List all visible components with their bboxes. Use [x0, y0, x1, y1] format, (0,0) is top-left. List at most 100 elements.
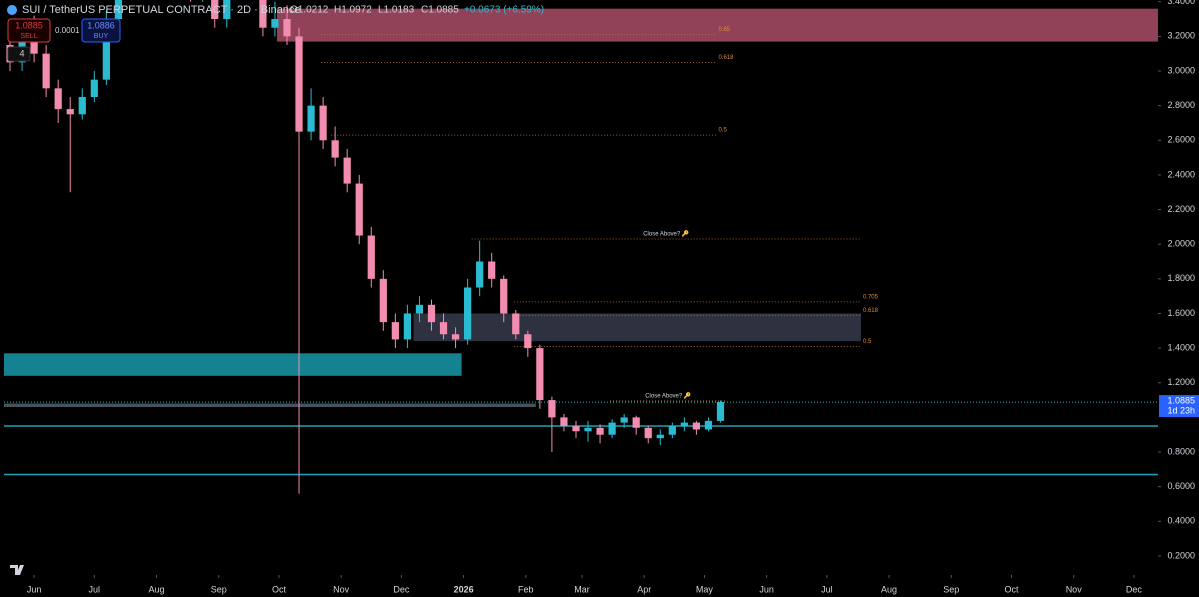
candle-body — [463, 287, 472, 340]
sell-label: SELL — [20, 33, 37, 40]
logo — [10, 565, 24, 575]
y-tick-label: 2.6000 — [1167, 135, 1195, 145]
x-tick-label: Aug — [881, 584, 897, 594]
candle-body — [30, 36, 38, 54]
price-badge-label: 1.0885 — [1167, 395, 1195, 405]
ohlc-change: +0.0673 (+6.59%) — [464, 5, 544, 16]
x-tick-label: Dec — [1126, 584, 1143, 594]
candle-body — [319, 105, 327, 141]
ohlc-low: L1.0183 — [378, 5, 415, 16]
y-tick-label: 0.6000 — [1167, 481, 1195, 491]
level-label: 0.618 — [718, 55, 734, 61]
ohlc-open: O1.0212 — [290, 5, 329, 16]
y-tick-label: 0.8000 — [1167, 446, 1195, 456]
candle-body — [295, 36, 303, 132]
candle-body — [500, 278, 508, 314]
y-tick-label: 1.4000 — [1167, 342, 1195, 352]
sell-button[interactable] — [7, 18, 51, 43]
x-tick-label: Oct — [1004, 584, 1019, 594]
y-tick-label: 1.6000 — [1167, 308, 1195, 318]
y-tick-label: 3.0000 — [1167, 65, 1195, 75]
candle-body — [343, 157, 351, 184]
ohlc-high: H1.0972 — [334, 5, 372, 16]
x-tick-label: Jul — [821, 584, 833, 594]
buy-label: BUY — [94, 33, 109, 40]
y-tick-label: 3.2000 — [1167, 31, 1195, 41]
zone — [413, 313, 861, 342]
candle-body — [427, 304, 436, 323]
candle-body — [680, 422, 688, 427]
y-tick-label: 3.4000 — [1167, 0, 1195, 6]
y-tick-label: 2.4000 — [1167, 169, 1195, 179]
x-tick-label: Feb — [518, 584, 534, 594]
x-tick-label: Apr — [637, 584, 651, 594]
zone — [276, 8, 1158, 42]
candle-body — [560, 417, 568, 427]
candle-body — [415, 304, 424, 314]
level-label: 0.5 — [863, 339, 872, 345]
indicator-count: 4 — [19, 48, 24, 58]
candle-body — [644, 427, 652, 439]
candle-body — [66, 109, 74, 115]
y-tick-label: 2.0000 — [1167, 239, 1195, 249]
buy-button[interactable] — [81, 18, 121, 43]
sell-price: 1.0885 — [15, 20, 43, 30]
candle-body — [283, 19, 291, 37]
x-tick-label: May — [696, 584, 714, 594]
candle-body — [608, 422, 616, 435]
candle-body — [90, 79, 98, 97]
candle-body — [403, 313, 412, 340]
price-badge — [1159, 395, 1199, 418]
y-tick-label: 0.2000 — [1167, 550, 1195, 560]
y-tick-label: 1.2000 — [1167, 377, 1195, 387]
candle-body — [78, 96, 86, 115]
candle-body — [114, 0, 123, 20]
x-tick-label: Aug — [149, 584, 165, 594]
trade-panel[interactable]: 1.0885 SELL 0.0001 1.0886 BUY 4 — [7, 18, 121, 62]
x-tick-label: 2026 — [454, 584, 474, 594]
x-tick-label: Nov — [333, 584, 350, 594]
candle-body — [102, 19, 110, 80]
candle-body — [596, 427, 604, 435]
candle-body — [704, 420, 713, 430]
spread: 0.0001 — [55, 26, 80, 35]
candle-body — [488, 261, 496, 279]
candle-body — [548, 400, 556, 418]
candle-body — [307, 105, 315, 132]
candle-body — [42, 53, 50, 89]
candle-body — [524, 334, 532, 349]
candle-body — [512, 313, 520, 335]
candle-body — [692, 422, 701, 430]
candle-body — [211, 0, 219, 20]
header: SUI / TetherUS PERPETUAL CONTRACT · 2D ·… — [7, 4, 544, 16]
symbol: SUI / TetherUS PERPETUAL CONTRACT · 2D ·… — [22, 4, 301, 16]
indicator-toggle[interactable] — [7, 46, 31, 62]
symbol-icon — [7, 5, 17, 15]
y-tick-label: 0.4000 — [1167, 516, 1195, 526]
candle-body — [379, 278, 387, 323]
level-label: 0.5 — [718, 128, 727, 134]
candle-body — [331, 140, 339, 158]
level-label: 0.65 — [718, 27, 730, 33]
candle-body — [476, 261, 484, 288]
candle-body — [367, 235, 375, 279]
level-label: 0.618 — [863, 308, 879, 314]
candle-body — [451, 334, 460, 340]
x-tick-label: Sep — [943, 584, 959, 594]
level-label: Close Above? 🔑 — [645, 392, 692, 400]
ohlc-close: C1.0885 — [421, 5, 459, 16]
x-tick-label: Jul — [89, 584, 101, 594]
x-tick-label: Dec — [393, 584, 410, 594]
candle-body — [716, 402, 725, 421]
zone — [4, 403, 536, 408]
buy-price: 1.0886 — [87, 20, 115, 30]
candle-body — [259, 0, 267, 28]
candle-body — [572, 426, 580, 432]
zone — [4, 353, 462, 376]
y-tick-label: 2.2000 — [1167, 204, 1195, 214]
candle-body — [584, 427, 592, 432]
candle-body — [223, 0, 231, 20]
